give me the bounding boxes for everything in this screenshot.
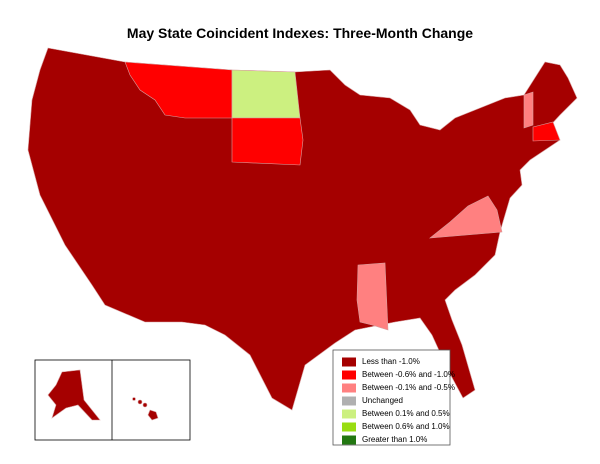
legend-swatch [342, 422, 356, 432]
legend-swatch [342, 409, 356, 419]
legend-label: Between 0.6% and 1.0% [362, 422, 450, 431]
legend-label: Between -0.1% and -0.5% [362, 383, 455, 392]
state-region [132, 397, 136, 401]
map-title: May State Coincident Indexes: Three-Mont… [127, 25, 473, 41]
legend-swatch [342, 396, 356, 406]
legend-label: Between -0.6% and -1.0% [362, 370, 455, 379]
legend-swatch [342, 357, 356, 367]
state-region [27, 47, 578, 411]
state-region [532, 121, 561, 142]
state-region [137, 399, 143, 405]
legend-label: Greater than 1.0% [362, 435, 427, 444]
legend-label: Between 0.1% and 0.5% [362, 409, 450, 418]
legend-swatch [342, 435, 356, 445]
state-region [429, 195, 503, 239]
state-region [147, 409, 159, 421]
inset-frame [34, 359, 191, 441]
state-region [356, 262, 389, 331]
state-region [231, 117, 304, 166]
legend-swatch [342, 383, 356, 393]
state-region [142, 402, 148, 408]
state-region [523, 91, 534, 129]
state-region [47, 369, 101, 421]
legend-label: Less than -1.0% [362, 357, 420, 366]
inset [34, 359, 191, 441]
legend-swatch [342, 370, 356, 380]
legend-label: Unchanged [362, 396, 403, 405]
state-region [231, 69, 301, 119]
legend: Less than -1.0% Between -0.6% and -1.0% Be… [342, 357, 455, 445]
